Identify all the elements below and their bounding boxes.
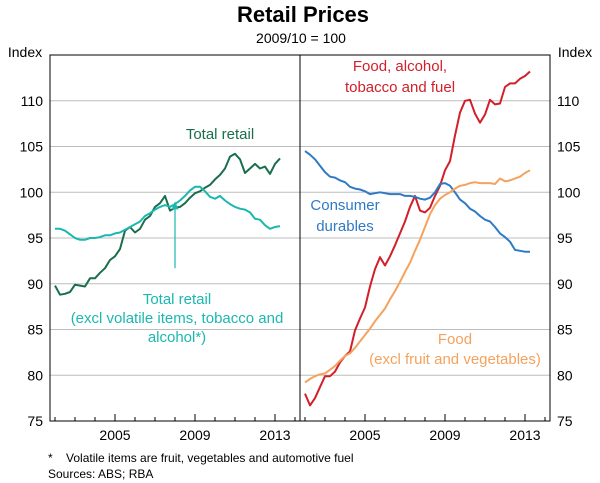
series-line-right-2 <box>304 169 531 384</box>
label-food-line1: Food <box>438 331 472 348</box>
x-tick-label-left: 2013 <box>259 427 290 443</box>
label-total-retail: Total retail <box>186 126 254 143</box>
chart-subtitle: 2009/10 = 100 <box>256 30 346 46</box>
x-tick-label-right: 2005 <box>349 427 380 443</box>
y-tick-label-right: 75 <box>557 413 573 429</box>
y-tick-label-right: 90 <box>557 276 573 292</box>
series-line-right-1 <box>304 150 530 253</box>
series-line-left-0 <box>54 152 281 296</box>
y-tick-label-left: 105 <box>20 139 44 155</box>
y-tick-label-right: 110 <box>557 93 580 109</box>
label-total-retail-excl-line3: alcohol*) <box>148 329 206 346</box>
y-tick-label-right: 85 <box>557 322 573 338</box>
x-tick-label-left: 2009 <box>179 427 210 443</box>
x-tick-label-left: 2005 <box>99 427 130 443</box>
y-tick-label-left: 80 <box>27 367 43 383</box>
x-tick-label-right: 2013 <box>509 427 540 443</box>
label-food-alcohol-line2: tobacco and fuel <box>345 79 455 96</box>
plot-frame <box>49 54 551 422</box>
data-lines <box>54 70 531 407</box>
y-tick-label-left: 95 <box>27 230 43 246</box>
label-consumer-durables-line1: Consumer <box>310 197 379 214</box>
x-tick-label-right: 2009 <box>429 427 460 443</box>
y-tick-label-left: 90 <box>27 276 43 292</box>
y-tick-label-right: 80 <box>557 367 573 383</box>
footnote: * Volatile items are fruit, vegetables a… <box>48 451 354 465</box>
y-tick-label-left: 100 <box>20 184 44 200</box>
left-axis-label: Index <box>8 44 42 60</box>
series-line-left-1 <box>55 185 281 241</box>
y-tick-label-left: 110 <box>21 93 44 109</box>
annotation-arrow <box>171 201 179 269</box>
axis-ticks: 75 75 80 80 85 85 90 90 95 95 100 100 105 105 110 110 20… <box>20 93 581 443</box>
y-tick-label-right: 95 <box>557 230 573 246</box>
right-axis-label: Index <box>558 44 592 60</box>
chart-title: Retail Prices <box>237 2 369 27</box>
label-food-alcohol-line1: Food, alcohol, <box>353 58 447 75</box>
sources: Sources: ABS; RBA <box>48 467 153 481</box>
label-consumer-durables-line2: durables <box>316 218 374 235</box>
y-tick-label-right: 105 <box>557 139 581 155</box>
arrow-head <box>171 201 179 210</box>
label-total-retail-excl-line2: (excl volatile items, tobacco and <box>71 310 284 327</box>
label-total-retail-excl-line1: Total retail <box>143 291 211 308</box>
y-tick-label-left: 75 <box>27 413 43 429</box>
y-tick-label-left: 85 <box>27 322 43 338</box>
y-tick-label-right: 100 <box>557 184 581 200</box>
label-food-line2: (excl fruit and vegetables) <box>369 351 541 368</box>
